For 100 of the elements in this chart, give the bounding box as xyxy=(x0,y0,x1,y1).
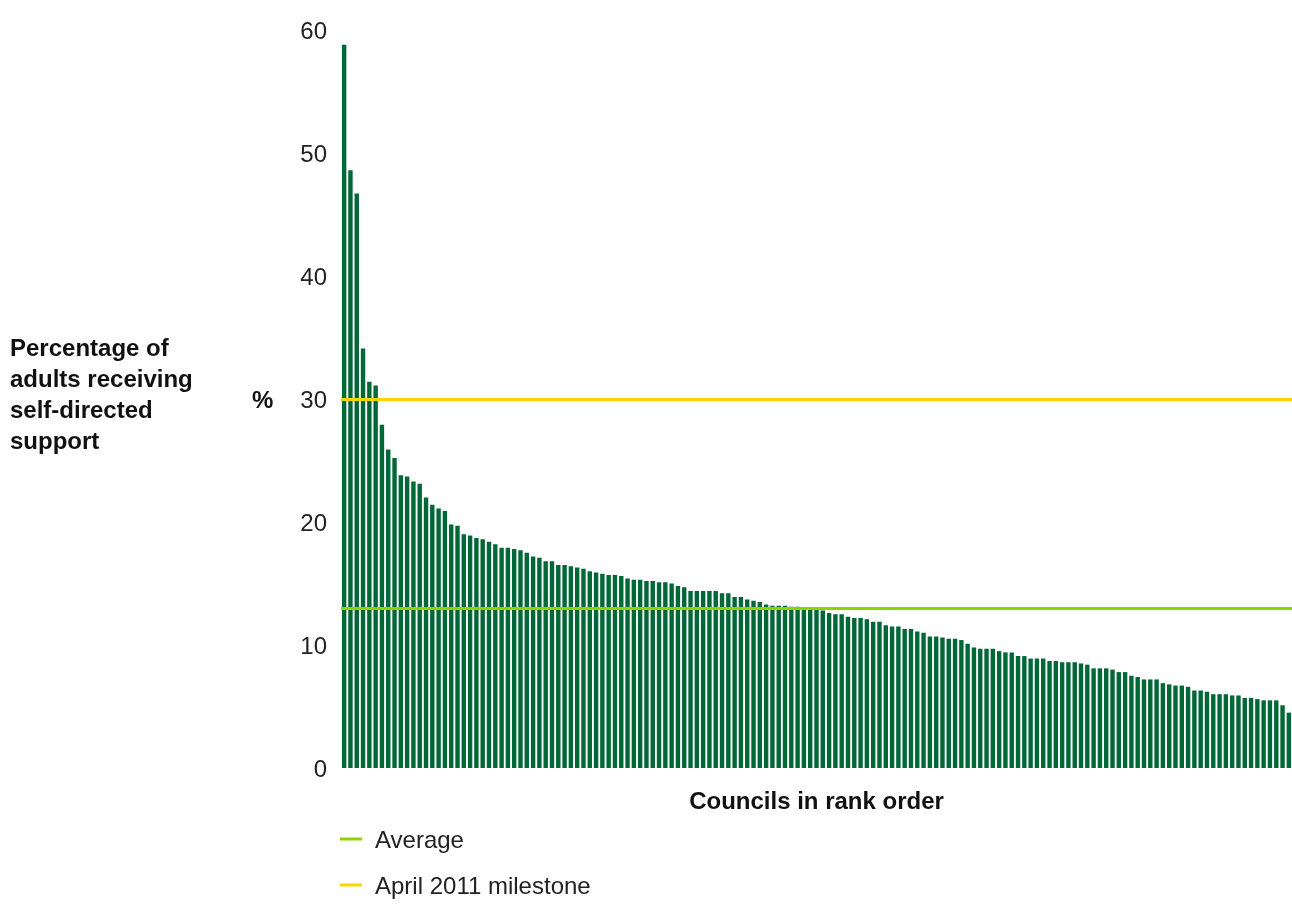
bar xyxy=(1166,684,1172,768)
bar xyxy=(1267,700,1273,768)
bar xyxy=(820,610,825,768)
bar xyxy=(1053,660,1059,768)
bar xyxy=(1280,705,1285,768)
bar xyxy=(864,619,870,768)
bar xyxy=(984,648,989,768)
y-tick-label: 0 xyxy=(313,754,327,782)
bar xyxy=(858,617,863,768)
bar xyxy=(1185,686,1191,768)
bar xyxy=(826,613,832,768)
y-tick-label: 20 xyxy=(300,508,327,536)
bar xyxy=(449,524,454,768)
bar xyxy=(915,631,920,768)
bar xyxy=(1059,662,1065,768)
y-axis-title: Percentage of adults receiving self-directed support xyxy=(10,334,200,454)
bar xyxy=(1236,695,1241,768)
bar xyxy=(354,193,359,768)
bar xyxy=(889,626,895,768)
bar xyxy=(927,636,933,768)
bar xyxy=(1110,669,1115,768)
bar xyxy=(1066,662,1071,768)
bar xyxy=(1009,652,1014,768)
bar xyxy=(1141,679,1147,768)
bar xyxy=(511,549,517,768)
bar xyxy=(1072,662,1077,768)
bar xyxy=(845,616,851,768)
bar xyxy=(814,609,819,768)
bar xyxy=(908,629,914,768)
y-tick-label: 60 xyxy=(300,16,327,44)
bar xyxy=(1173,685,1178,768)
bar xyxy=(1242,697,1247,768)
bar xyxy=(549,561,555,768)
bar xyxy=(386,449,391,768)
bar xyxy=(1204,691,1210,768)
bar xyxy=(801,609,807,768)
bar xyxy=(411,481,416,768)
bar xyxy=(1274,700,1279,768)
bar xyxy=(341,44,347,768)
bar xyxy=(474,537,479,768)
bar xyxy=(852,617,857,768)
y-tick-label: 50 xyxy=(300,139,327,167)
bar xyxy=(990,648,996,768)
bar xyxy=(940,637,945,768)
bar xyxy=(1122,672,1128,768)
legend-label: Average xyxy=(375,825,464,853)
bar xyxy=(530,556,536,768)
bar xyxy=(971,647,977,768)
bar xyxy=(1179,685,1184,768)
bar xyxy=(1154,679,1159,768)
bar xyxy=(978,648,983,768)
bar xyxy=(625,578,630,768)
bar xyxy=(593,572,599,768)
bar xyxy=(379,424,385,768)
bar xyxy=(870,621,876,768)
bar xyxy=(1034,658,1040,768)
bar xyxy=(952,638,958,768)
bar xyxy=(770,605,775,768)
bar xyxy=(921,632,926,768)
bar xyxy=(423,497,429,768)
bar xyxy=(644,581,649,768)
bar xyxy=(1041,658,1046,768)
bar xyxy=(392,458,397,768)
bar xyxy=(1116,672,1122,768)
bar xyxy=(1211,694,1216,768)
bar xyxy=(1148,679,1153,768)
bar xyxy=(1217,694,1222,768)
bar xyxy=(518,550,523,768)
bar xyxy=(1229,695,1235,768)
bar xyxy=(480,539,485,768)
bar xyxy=(707,590,712,768)
bar xyxy=(877,621,882,768)
text: % xyxy=(252,385,274,413)
bar xyxy=(1097,668,1103,768)
y-tick-label: 10 xyxy=(300,631,327,659)
bar xyxy=(1248,697,1254,768)
x-axis-title: Councils in rank order xyxy=(689,786,944,814)
bar xyxy=(398,475,404,768)
legend-label: April 2011 milestone xyxy=(375,871,591,899)
bar xyxy=(568,566,574,768)
bar xyxy=(883,625,888,768)
y-tick-label: 30 xyxy=(300,385,327,413)
bar xyxy=(404,476,410,768)
bar xyxy=(1104,668,1109,768)
bar xyxy=(461,534,467,768)
bar xyxy=(562,565,567,768)
bar xyxy=(1078,663,1084,768)
bar xyxy=(1003,652,1008,768)
bar xyxy=(1223,694,1229,768)
bar xyxy=(688,590,693,768)
bar xyxy=(581,568,586,768)
y-tick-label: 40 xyxy=(300,262,327,290)
bar xyxy=(808,609,813,768)
bar xyxy=(455,525,460,768)
bar xyxy=(946,638,951,768)
bar xyxy=(751,600,756,768)
bar xyxy=(1047,660,1052,768)
bar xyxy=(1160,683,1166,768)
bar xyxy=(1286,712,1292,768)
bar xyxy=(1015,656,1021,768)
